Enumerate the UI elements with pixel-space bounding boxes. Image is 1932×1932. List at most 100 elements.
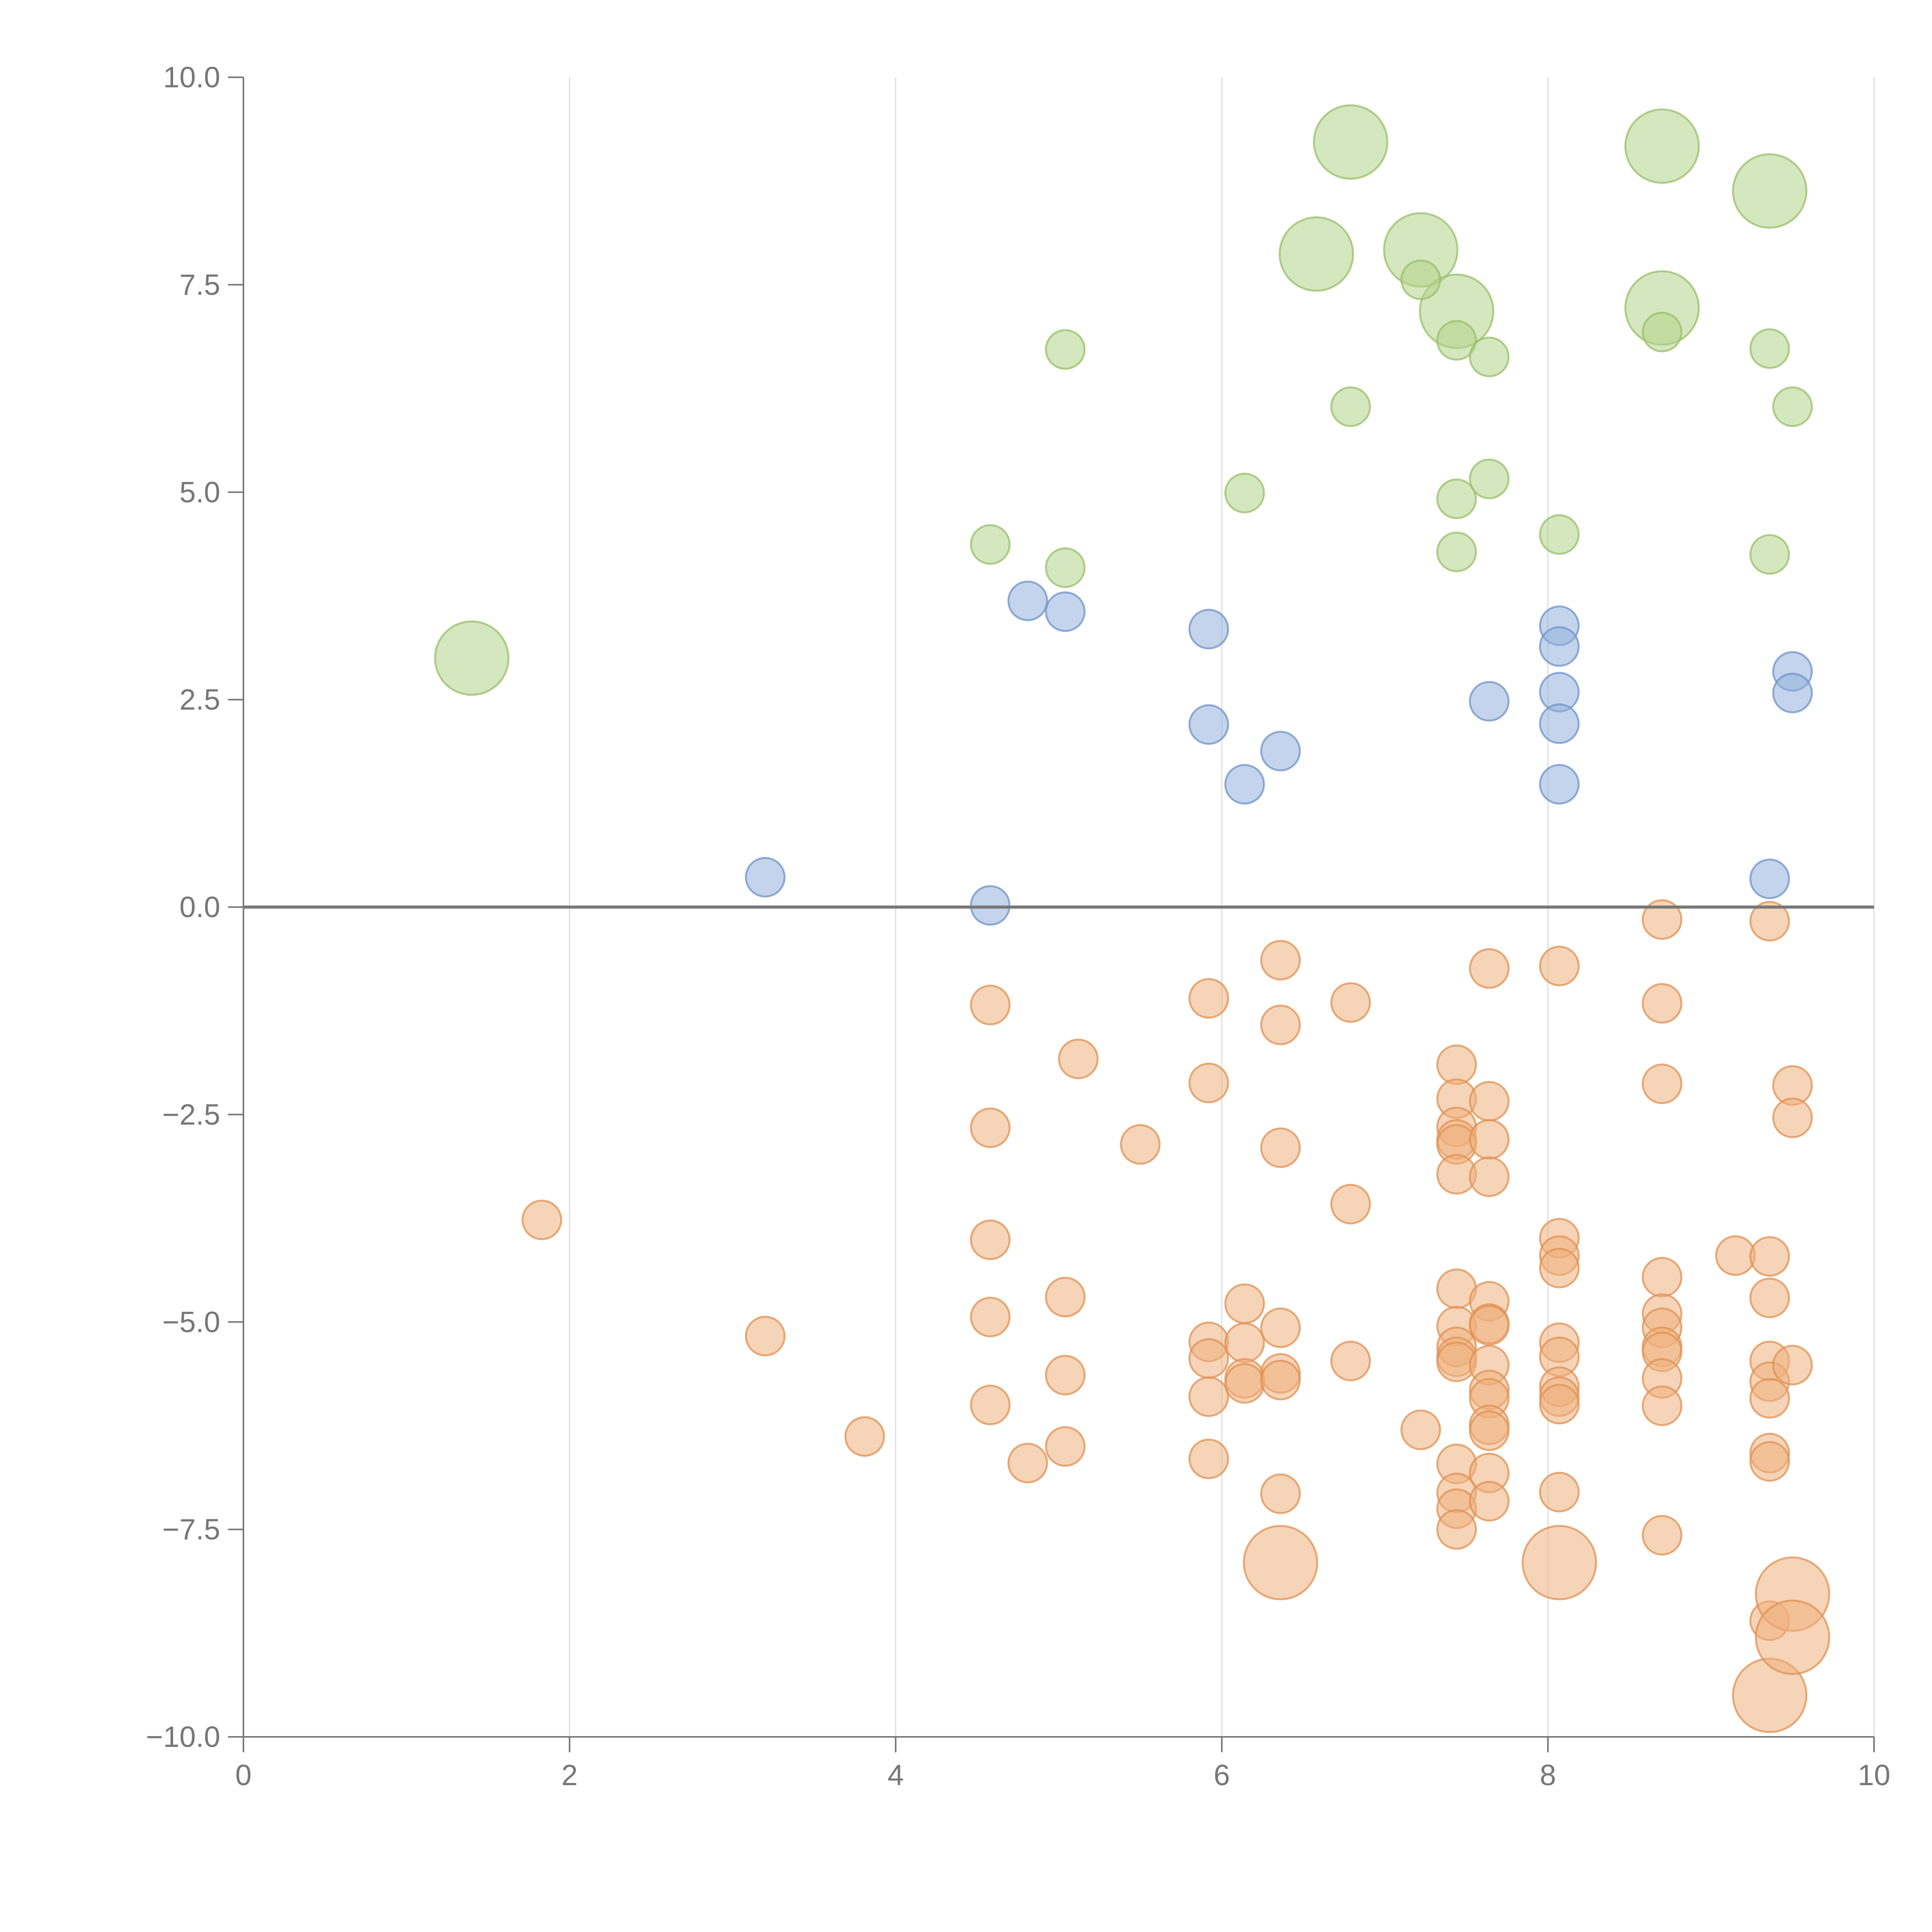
point-orange-88 [1749,901,1790,942]
y-tick-label-5: 2.5 [179,684,220,716]
point-orange-85 [1641,1385,1682,1426]
y-tick-label-1: −7.5 [162,1513,220,1546]
point-orange-52 [1469,1081,1510,1122]
point-green-5 [1279,216,1354,292]
point-green-9 [1400,259,1441,300]
point-blue-10 [1539,626,1580,667]
point-green-16 [1224,473,1265,514]
point-orange-8 [1007,1442,1048,1483]
point-orange-86 [1641,1515,1682,1556]
point-green-0 [434,620,510,696]
axes-layer [228,77,1875,1752]
point-orange-75 [1522,1525,1597,1600]
point-green-13 [1749,328,1790,369]
point-orange-76 [1641,899,1682,940]
point-green-10 [1436,320,1477,361]
point-orange-12 [1058,1038,1099,1079]
point-orange-6 [970,1296,1011,1337]
point-orange-4 [970,1107,1011,1148]
point-green-18 [1469,458,1510,499]
point-orange-10 [1045,1355,1086,1396]
y-tick-label-4: 0.0 [179,891,220,924]
y-tick-label-7: 7.5 [179,269,220,301]
point-blue-16 [1749,858,1790,899]
point-blue-12 [1539,703,1580,744]
point-orange-9 [1045,1277,1086,1318]
point-orange-20 [1224,1283,1265,1324]
point-green-2 [1313,104,1388,180]
point-orange-36 [1436,1044,1477,1085]
x-tick-label-5: 10 [1858,1759,1891,1792]
point-orange-14 [1188,978,1229,1019]
point-orange-17 [1188,1338,1229,1379]
points-layer [434,104,1830,1733]
point-orange-19 [1188,1439,1229,1480]
point-blue-3 [1045,591,1086,632]
point-green-19 [970,524,1011,565]
x-tick-label-1: 2 [561,1759,578,1792]
series-green [434,104,1813,696]
point-orange-50 [1436,1509,1477,1550]
point-green-12 [1641,311,1682,352]
y-tick-label-2: −5.0 [162,1306,220,1338]
x-tick-label-4: 8 [1540,1759,1556,1792]
point-green-17 [1436,478,1477,519]
x-tick-label-3: 6 [1214,1759,1230,1792]
point-orange-30 [1260,1473,1301,1514]
point-blue-13 [1539,764,1580,805]
point-blue-7 [1260,731,1301,772]
point-orange-102 [1755,1599,1830,1675]
point-orange-32 [1330,982,1371,1023]
point-orange-29 [1260,1360,1301,1401]
point-orange-11 [1045,1426,1086,1467]
point-green-11 [1469,337,1510,378]
point-blue-4 [1188,609,1229,650]
point-green-1 [1045,329,1086,370]
point-orange-0 [521,1199,562,1240]
point-orange-77 [1641,983,1682,1024]
point-orange-53 [1469,1119,1510,1160]
point-green-4 [1732,153,1808,229]
point-orange-100 [1772,1345,1813,1386]
point-green-20 [1045,547,1086,588]
point-orange-54 [1469,1156,1510,1197]
point-orange-7 [970,1384,1011,1425]
point-orange-62 [1469,1410,1510,1451]
point-orange-90 [1749,1277,1790,1318]
point-orange-21 [1224,1322,1265,1363]
point-blue-8 [1469,681,1510,722]
point-blue-5 [1188,704,1229,745]
point-orange-33 [1330,1184,1371,1225]
x-tick-label-2: 4 [888,1759,904,1792]
point-orange-87 [1715,1235,1756,1276]
point-orange-73 [1539,1384,1580,1425]
point-blue-1 [970,885,1011,926]
point-orange-78 [1641,1063,1682,1104]
point-green-3 [1624,108,1700,184]
point-orange-15 [1188,1063,1229,1104]
point-orange-34 [1330,1340,1371,1381]
point-orange-31 [1243,1525,1318,1600]
point-orange-51 [1469,948,1510,989]
point-orange-74 [1539,1471,1580,1512]
point-orange-3 [970,985,1011,1026]
point-green-15 [1330,386,1371,427]
y-tick-label-6: 5.0 [179,476,220,509]
y-tick-label-0: −10.0 [146,1721,220,1753]
point-blue-6 [1224,764,1265,805]
point-green-23 [1749,534,1790,575]
y-tick-label-3: −2.5 [162,1098,220,1131]
point-orange-24 [1260,940,1301,981]
point-blue-2 [1007,580,1048,621]
point-orange-64 [1469,1481,1510,1522]
point-orange-5 [970,1219,1011,1260]
y-tick-label-8: 10.0 [163,61,220,94]
point-orange-95 [1749,1441,1790,1482]
point-green-14 [1772,386,1813,427]
point-orange-57 [1469,1305,1510,1346]
point-orange-27 [1260,1307,1301,1348]
series-blue [745,580,1813,926]
point-green-21 [1436,531,1477,572]
point-orange-89 [1749,1236,1790,1277]
